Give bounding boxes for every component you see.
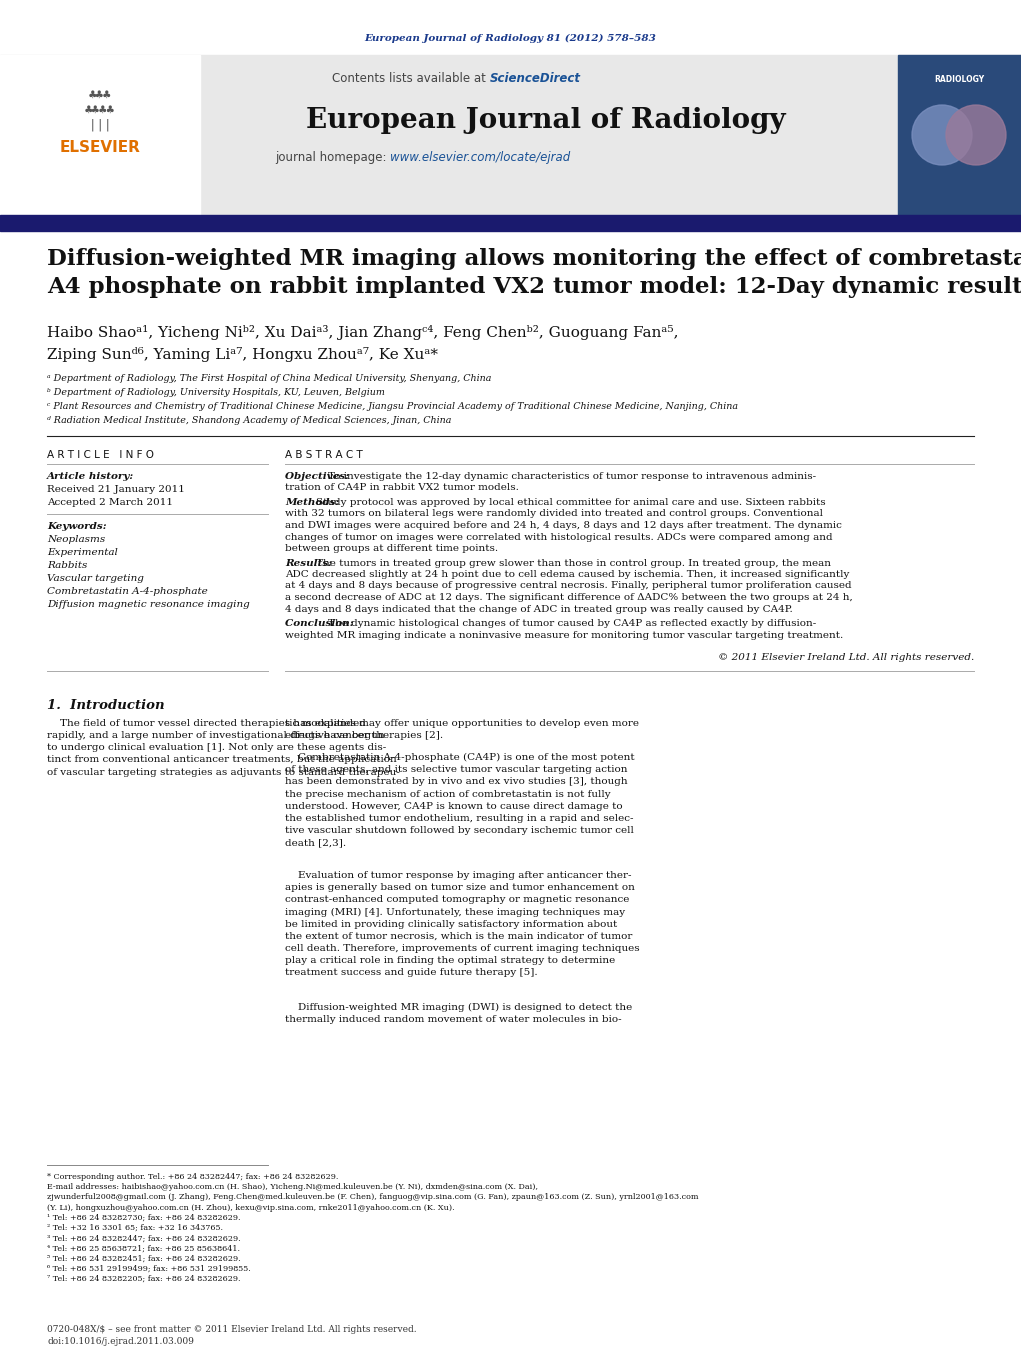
Text: journal homepage:: journal homepage:: [275, 151, 390, 165]
Text: (Y. Li), hongxuzhou@yahoo.com.cn (H. Zhou), kexu@vip.sina.com, rnke2011@yahoo.co: (Y. Li), hongxuzhou@yahoo.com.cn (H. Zho…: [47, 1204, 454, 1212]
Text: ᶜ Plant Resources and Chemistry of Traditional Chinese Medicine, Jiangsu Provinc: ᶜ Plant Resources and Chemistry of Tradi…: [47, 403, 738, 411]
Text: Combretastatin A-4-phosphate (CA4P) is one of the most potent
of these agents, a: Combretastatin A-4-phosphate (CA4P) is o…: [285, 753, 635, 847]
Circle shape: [912, 105, 972, 165]
Text: changes of tumor on images were correlated with histological results. ADCs were : changes of tumor on images were correlat…: [285, 532, 832, 542]
Text: Contents lists available at: Contents lists available at: [333, 72, 490, 85]
Text: tic modalities may offer unique opportunities to develop even more
effective can: tic modalities may offer unique opportun…: [285, 719, 639, 740]
Bar: [0, 55, 1021, 215]
Text: with 32 tumors on bilateral legs were randomly divided into treated and control : with 32 tumors on bilateral legs were ra…: [285, 509, 823, 519]
Text: Experimental: Experimental: [47, 549, 117, 557]
Text: The tumors in treated group grew slower than those in control group. In treated : The tumors in treated group grew slower …: [317, 558, 831, 567]
Text: ¹ Tel: +86 24 83282730; fax: +86 24 83282629.: ¹ Tel: +86 24 83282730; fax: +86 24 8328…: [47, 1213, 241, 1221]
Text: doi:10.1016/j.ejrad.2011.03.009: doi:10.1016/j.ejrad.2011.03.009: [47, 1337, 194, 1346]
Text: ScienceDirect: ScienceDirect: [490, 72, 581, 85]
Text: RADIOLOGY: RADIOLOGY: [934, 76, 984, 85]
Text: Article history:: Article history:: [47, 471, 134, 481]
Text: * Corresponding author. Tel.: +86 24 83282447; fax: +86 24 83282629.: * Corresponding author. Tel.: +86 24 832…: [47, 1173, 338, 1181]
Text: Diffusion-weighted MR imaging (DWI) is designed to detect the
thermally induced : Diffusion-weighted MR imaging (DWI) is d…: [285, 1002, 632, 1024]
Text: Ziping Sunᵈ⁶, Yaming Liᵃ⁷, Hongxu Zhouᵃ⁷, Ke Xuᵃ*: Ziping Sunᵈ⁶, Yaming Liᵃ⁷, Hongxu Zhouᵃ⁷…: [47, 347, 438, 362]
Text: The field of tumor vessel directed therapies has expanded
rapidly, and a large n: The field of tumor vessel directed thera…: [47, 719, 400, 777]
Text: a second decrease of ADC at 12 days. The significant difference of ΔADC% between: a second decrease of ADC at 12 days. The…: [285, 593, 853, 603]
Text: ADC decreased slightly at 24 h point due to cell edema caused by ischemia. Then,: ADC decreased slightly at 24 h point due…: [285, 570, 849, 580]
Text: Diffusion magnetic resonance imaging: Diffusion magnetic resonance imaging: [47, 600, 250, 609]
Text: Results:: Results:: [285, 558, 336, 567]
Text: © 2011 Elsevier Ireland Ltd. All rights reserved.: © 2011 Elsevier Ireland Ltd. All rights …: [718, 653, 974, 662]
Text: Accepted 2 March 2011: Accepted 2 March 2011: [47, 499, 173, 507]
Text: Conclusion:: Conclusion:: [285, 619, 357, 628]
Text: between groups at different time points.: between groups at different time points.: [285, 544, 498, 553]
Text: European Journal of Radiology 81 (2012) 578–583: European Journal of Radiology 81 (2012) …: [364, 34, 655, 43]
Text: Diffusion-weighted MR imaging allows monitoring the effect of combretastatin
A4 : Diffusion-weighted MR imaging allows mon…: [47, 249, 1021, 299]
Text: and DWI images were acquired before and 24 h, 4 days, 8 days and 12 days after t: and DWI images were acquired before and …: [285, 521, 842, 530]
Text: weighted MR imaging indicate a noninvasive measure for monitoring tumor vascular: weighted MR imaging indicate a noninvasi…: [285, 631, 843, 639]
Text: Study protocol was approved by local ethical committee for animal care and use. : Study protocol was approved by local eth…: [317, 499, 826, 507]
Bar: [0, 55, 200, 215]
Text: 0720-048X/$ – see front matter © 2011 Elsevier Ireland Ltd. All rights reserved.: 0720-048X/$ – see front matter © 2011 El…: [47, 1325, 417, 1333]
Text: Methods:: Methods:: [285, 499, 343, 507]
Text: 1.  Introduction: 1. Introduction: [47, 698, 164, 712]
Text: To investigate the 12-day dynamic characteristics of tumor response to intraveno: To investigate the 12-day dynamic charac…: [328, 471, 816, 481]
Text: Rabbits: Rabbits: [47, 561, 88, 570]
Bar: [898, 55, 1021, 215]
Text: zjwunderful2008@gmail.com (J. Zhang), Feng.Chen@med.kuleuven.be (F. Chen), fangu: zjwunderful2008@gmail.com (J. Zhang), Fe…: [47, 1193, 698, 1201]
Text: ² Tel: +32 16 3301 65; fax: +32 16 343765.: ² Tel: +32 16 3301 65; fax: +32 16 34376…: [47, 1224, 223, 1232]
Text: ⁵ Tel: +86 24 83282451; fax: +86 24 83282629.: ⁵ Tel: +86 24 83282451; fax: +86 24 8328…: [47, 1255, 241, 1263]
Text: The dynamic histological changes of tumor caused by CA4P as reflected exactly by: The dynamic histological changes of tumo…: [328, 619, 816, 628]
Text: Neoplasms: Neoplasms: [47, 535, 105, 544]
Text: ♣♣♣
♣♣♣♣
  |||: ♣♣♣ ♣♣♣♣ |||: [74, 89, 127, 131]
Text: ⁴ Tel: +86 25 85638721; fax: +86 25 85638641.: ⁴ Tel: +86 25 85638721; fax: +86 25 8563…: [47, 1244, 240, 1252]
Text: Combretastatin A-4-phosphate: Combretastatin A-4-phosphate: [47, 586, 207, 596]
Text: Received 21 January 2011: Received 21 January 2011: [47, 485, 185, 494]
Text: A R T I C L E   I N F O: A R T I C L E I N F O: [47, 450, 154, 459]
Text: ELSEVIER: ELSEVIER: [59, 141, 141, 155]
Text: tration of CA4P in rabbit VX2 tumor models.: tration of CA4P in rabbit VX2 tumor mode…: [285, 484, 519, 493]
Circle shape: [946, 105, 1006, 165]
Text: A B S T R A C T: A B S T R A C T: [285, 450, 362, 459]
Text: Objectives:: Objectives:: [285, 471, 352, 481]
Text: 4 days and 8 days indicated that the change of ADC in treated group was really c: 4 days and 8 days indicated that the cha…: [285, 604, 792, 613]
Text: at 4 days and 8 days because of progressive central necrosis. Finally, periphera: at 4 days and 8 days because of progress…: [285, 581, 852, 590]
Text: ⁶ Tel: +86 531 29199499; fax: +86 531 29199855.: ⁶ Tel: +86 531 29199499; fax: +86 531 29…: [47, 1265, 251, 1273]
Text: E-mail addresses: haibishao@yahoo.com.cn (H. Shao), Yicheng.Ni@med.kuleuven.be (: E-mail addresses: haibishao@yahoo.com.cn…: [47, 1183, 538, 1192]
Text: Evaluation of tumor response by imaging after anticancer ther-
apies is generall: Evaluation of tumor response by imaging …: [285, 871, 639, 977]
Text: ⁷ Tel: +86 24 83282205; fax: +86 24 83282629.: ⁷ Tel: +86 24 83282205; fax: +86 24 8328…: [47, 1275, 241, 1283]
Text: ³ Tel: +86 24 83282447; fax: +86 24 83282629.: ³ Tel: +86 24 83282447; fax: +86 24 8328…: [47, 1235, 241, 1242]
Text: ᵇ Department of Radiology, University Hospitals, KU, Leuven, Belgium: ᵇ Department of Radiology, University Ho…: [47, 388, 385, 397]
Bar: [0, 215, 1021, 231]
Text: Haibo Shaoᵃ¹, Yicheng Niᵇ², Xu Daiᵃ³, Jian Zhangᶜ⁴, Feng Chenᵇ², Guoguang Fanᵃ⁵,: Haibo Shaoᵃ¹, Yicheng Niᵇ², Xu Daiᵃ³, Ji…: [47, 326, 679, 340]
Text: European Journal of Radiology: European Journal of Radiology: [306, 107, 786, 134]
Text: ᵃ Department of Radiology, The First Hospital of China Medical University, Sheny: ᵃ Department of Radiology, The First Hos…: [47, 374, 491, 382]
Text: Vascular targeting: Vascular targeting: [47, 574, 144, 584]
Text: Keywords:: Keywords:: [47, 521, 106, 531]
Text: www.elsevier.com/locate/ejrad: www.elsevier.com/locate/ejrad: [390, 151, 571, 165]
Text: ᵈ Radiation Medical Institute, Shandong Academy of Medical Sciences, Jinan, Chin: ᵈ Radiation Medical Institute, Shandong …: [47, 416, 451, 426]
